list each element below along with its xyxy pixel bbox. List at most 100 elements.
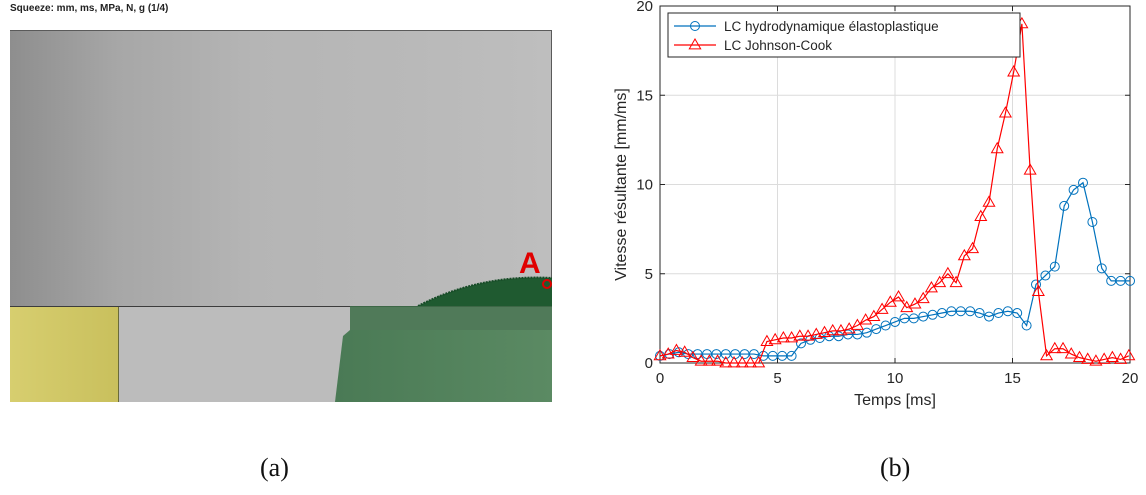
data-point	[998, 106, 1013, 118]
data-point	[801, 329, 815, 341]
data-point	[949, 275, 963, 288]
data-point	[793, 329, 807, 341]
data-point	[891, 289, 906, 302]
data-point	[694, 354, 708, 366]
data-point	[1097, 352, 1111, 364]
data-point	[990, 141, 1004, 154]
y-axis-label: Vitesse résultante [mm/ms]	[613, 88, 630, 281]
data-point	[1089, 354, 1103, 366]
grid	[659, 5, 1131, 364]
data-point	[785, 331, 799, 343]
extruded-material-bulge	[418, 277, 552, 306]
data-point	[875, 302, 889, 314]
simulation-header: Squeeze: mm, ms, MPa, N, g (1/4)	[10, 3, 169, 14]
legend: LC hydrodynamique élastoplastique LC Joh…	[667, 12, 1021, 58]
data-point	[974, 308, 985, 319]
data-point	[702, 354, 716, 366]
data-point	[1068, 184, 1079, 195]
data-point	[826, 323, 840, 336]
simulation-panel: Squeeze: mm, ms, MPa, N, g (1/4) A	[0, 0, 560, 410]
legend-hydro-label: LC hydrodynamique élastoplastique	[724, 19, 939, 34]
data-point	[852, 329, 863, 340]
data-point	[752, 355, 766, 368]
viewport-right-border	[551, 30, 552, 402]
data-point	[993, 308, 1004, 319]
data-point	[678, 345, 692, 357]
x-tick-label: 20	[1122, 370, 1139, 387]
series-hydro	[655, 177, 1135, 361]
data-point	[908, 313, 919, 324]
data-point	[965, 306, 976, 317]
simulation-viewport	[10, 30, 552, 402]
extruded-material-band	[350, 306, 552, 330]
velocity-chart: 0 5 10 15 20 0 5 10 15 20 Temps [ms] Vitesse résu…	[613, 0, 1138, 409]
data-point	[669, 343, 684, 355]
data-point	[974, 209, 988, 222]
material-layer	[335, 276, 552, 402]
data-point	[984, 311, 994, 322]
data-point	[817, 325, 832, 338]
data-point	[760, 334, 774, 346]
data-point	[786, 350, 797, 361]
y-tick-label: 15	[636, 87, 653, 104]
series-jc	[653, 16, 1136, 368]
x-tick-label: 15	[1004, 370, 1021, 387]
y-tick-label: 0	[645, 355, 653, 372]
data-point	[937, 308, 947, 319]
data-point	[1122, 348, 1136, 361]
legend-box	[667, 12, 1021, 58]
data-point	[1040, 270, 1051, 281]
data-point	[965, 241, 980, 254]
data-point	[1072, 350, 1087, 363]
data-point	[890, 316, 900, 327]
data-point	[1012, 308, 1023, 319]
data-point	[1056, 341, 1070, 354]
data-point	[1078, 177, 1088, 188]
axes: 0 5 10 15 20 0 5 10 15 20	[636, 0, 1138, 387]
x-axis-label: Temps [ms]	[854, 392, 936, 409]
extruded-material-lower	[335, 330, 552, 402]
data-point	[833, 331, 844, 342]
data-point	[796, 338, 806, 349]
point-a-marker	[542, 279, 552, 289]
point-a-label: A	[519, 247, 541, 280]
data-point	[941, 266, 955, 279]
data-point	[1002, 306, 1013, 317]
data-point	[653, 348, 667, 361]
data-point	[916, 291, 930, 304]
data-point	[871, 324, 882, 335]
data-point	[655, 350, 665, 361]
data-point	[957, 248, 971, 261]
data-point	[719, 355, 733, 368]
series-layer	[653, 16, 1136, 368]
contact-interface-line	[10, 306, 552, 307]
caption-a: (a)	[260, 453, 289, 482]
x-tick-label: 10	[887, 370, 904, 387]
legend-jc-label: LC Johnson-Cook	[724, 38, 832, 53]
data-point	[1081, 352, 1095, 364]
data-point	[1031, 284, 1045, 296]
extruded-material-rim	[417, 276, 552, 307]
legend-item-hydro: LC hydrodynamique élastoplastique	[674, 19, 939, 34]
x-tick-label: 5	[773, 370, 781, 387]
data-point	[982, 195, 996, 207]
data-point	[743, 355, 758, 368]
data-point	[768, 332, 782, 345]
data-point	[1049, 261, 1060, 272]
data-point	[1007, 65, 1021, 77]
data-point	[927, 309, 938, 320]
data-point	[1105, 350, 1119, 363]
data-point	[686, 350, 700, 363]
data-point	[1040, 348, 1054, 361]
x-tick-label: 0	[656, 370, 664, 387]
data-point	[918, 311, 929, 322]
data-point	[880, 320, 891, 331]
data-point	[861, 327, 872, 338]
data-point	[1125, 275, 1135, 286]
legend-item-jc: LC Johnson-Cook	[674, 37, 832, 53]
data-point	[1087, 216, 1098, 227]
data-point	[834, 323, 848, 336]
data-point	[749, 349, 759, 360]
y-tick-label: 5	[645, 266, 653, 283]
data-point	[1096, 263, 1107, 274]
